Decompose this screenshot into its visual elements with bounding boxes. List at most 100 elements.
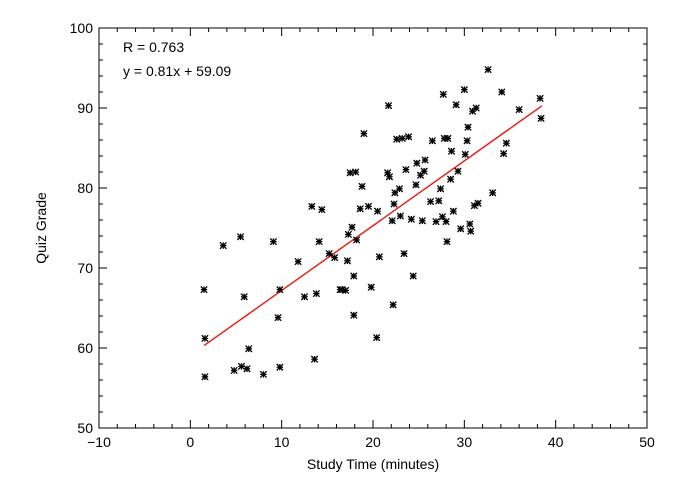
data-point xyxy=(449,207,458,215)
data-point xyxy=(439,90,447,99)
data-point xyxy=(428,137,437,145)
data-point xyxy=(389,301,397,309)
data-point xyxy=(435,197,443,205)
data-point xyxy=(400,249,408,258)
x-tick-label: 40 xyxy=(548,434,564,450)
data-point xyxy=(384,101,393,110)
data-point xyxy=(463,137,471,145)
data-point xyxy=(447,147,456,155)
data-point xyxy=(536,94,544,103)
data-point xyxy=(515,105,523,114)
x-tick-label: 50 xyxy=(639,434,655,450)
data-point xyxy=(395,185,404,193)
y-tick-label: 80 xyxy=(77,180,93,196)
data-point xyxy=(502,139,511,147)
plot-area xyxy=(98,27,648,429)
data-point xyxy=(484,65,492,74)
equation-annotation: y = 0.81x + 59.09 xyxy=(123,63,231,79)
data-point xyxy=(325,249,333,258)
data-point xyxy=(245,345,253,353)
data-point xyxy=(457,225,465,233)
x-axis-label: Study Time (minutes) xyxy=(307,456,439,472)
data-point xyxy=(460,85,468,94)
data-point xyxy=(360,129,368,138)
data-point xyxy=(418,217,426,225)
data-point xyxy=(446,175,455,183)
data-point xyxy=(466,220,474,228)
data-point xyxy=(407,215,416,223)
data-point xyxy=(467,227,475,235)
data-point xyxy=(201,373,209,381)
data-point xyxy=(409,272,417,280)
y-tick-label: 100 xyxy=(70,20,94,36)
data-points xyxy=(200,65,545,381)
data-point xyxy=(375,253,384,261)
data-point xyxy=(474,199,482,207)
data-point xyxy=(402,165,410,174)
y-tick-label: 50 xyxy=(77,420,93,436)
data-point xyxy=(372,333,381,342)
data-point xyxy=(499,149,508,158)
data-point xyxy=(276,285,284,294)
correlation-annotation: R = 0.763 xyxy=(123,39,184,55)
data-point xyxy=(444,134,452,143)
data-point xyxy=(421,156,429,164)
data-point xyxy=(364,202,373,211)
data-point xyxy=(276,363,284,371)
data-point xyxy=(498,88,506,96)
data-point xyxy=(315,237,323,246)
data-point xyxy=(472,104,480,112)
data-point xyxy=(413,159,421,167)
data-point xyxy=(352,236,361,244)
data-point xyxy=(412,181,420,189)
data-point xyxy=(396,212,405,220)
data-point xyxy=(237,362,246,371)
data-point xyxy=(356,205,364,213)
data-point xyxy=(350,272,358,280)
data-point xyxy=(341,286,350,295)
data-point xyxy=(461,150,469,159)
data-point xyxy=(420,167,428,175)
x-tick-label: 20 xyxy=(365,434,381,450)
data-point xyxy=(385,173,394,181)
data-point xyxy=(436,185,445,193)
y-axis-label: Quiz Grade xyxy=(33,192,49,264)
data-point xyxy=(442,217,450,226)
data-point xyxy=(236,233,245,241)
data-point xyxy=(201,334,209,343)
y-tick-label: 90 xyxy=(77,100,93,116)
data-point xyxy=(358,182,366,191)
data-point xyxy=(438,213,447,221)
data-point xyxy=(404,133,413,141)
data-point xyxy=(373,207,382,215)
data-point xyxy=(488,189,497,197)
data-point xyxy=(398,134,406,143)
data-point xyxy=(443,237,451,246)
data-point xyxy=(343,257,352,265)
data-point xyxy=(200,285,208,294)
y-tick-label: 70 xyxy=(77,260,93,276)
data-point xyxy=(300,293,309,301)
data-point xyxy=(312,289,321,298)
data-point xyxy=(240,293,248,301)
data-point xyxy=(310,355,319,363)
data-point xyxy=(388,217,396,225)
axis-ticks: −10 0 10 20 30 40 50 50 60 70 80 90 100 xyxy=(70,20,655,450)
data-point xyxy=(330,253,339,262)
data-point xyxy=(426,197,435,206)
data-point xyxy=(348,223,356,231)
data-point xyxy=(318,205,326,214)
regression-line-layer xyxy=(203,105,543,347)
data-point xyxy=(243,365,251,373)
data-point xyxy=(219,241,227,250)
data-point xyxy=(537,114,545,123)
data-point xyxy=(454,167,462,175)
data-point xyxy=(432,217,440,226)
data-point xyxy=(274,313,282,322)
data-point xyxy=(350,311,358,319)
data-point xyxy=(351,168,360,176)
data-point xyxy=(294,257,302,266)
regression-line xyxy=(203,105,543,347)
x-tick-label: 30 xyxy=(457,434,473,450)
